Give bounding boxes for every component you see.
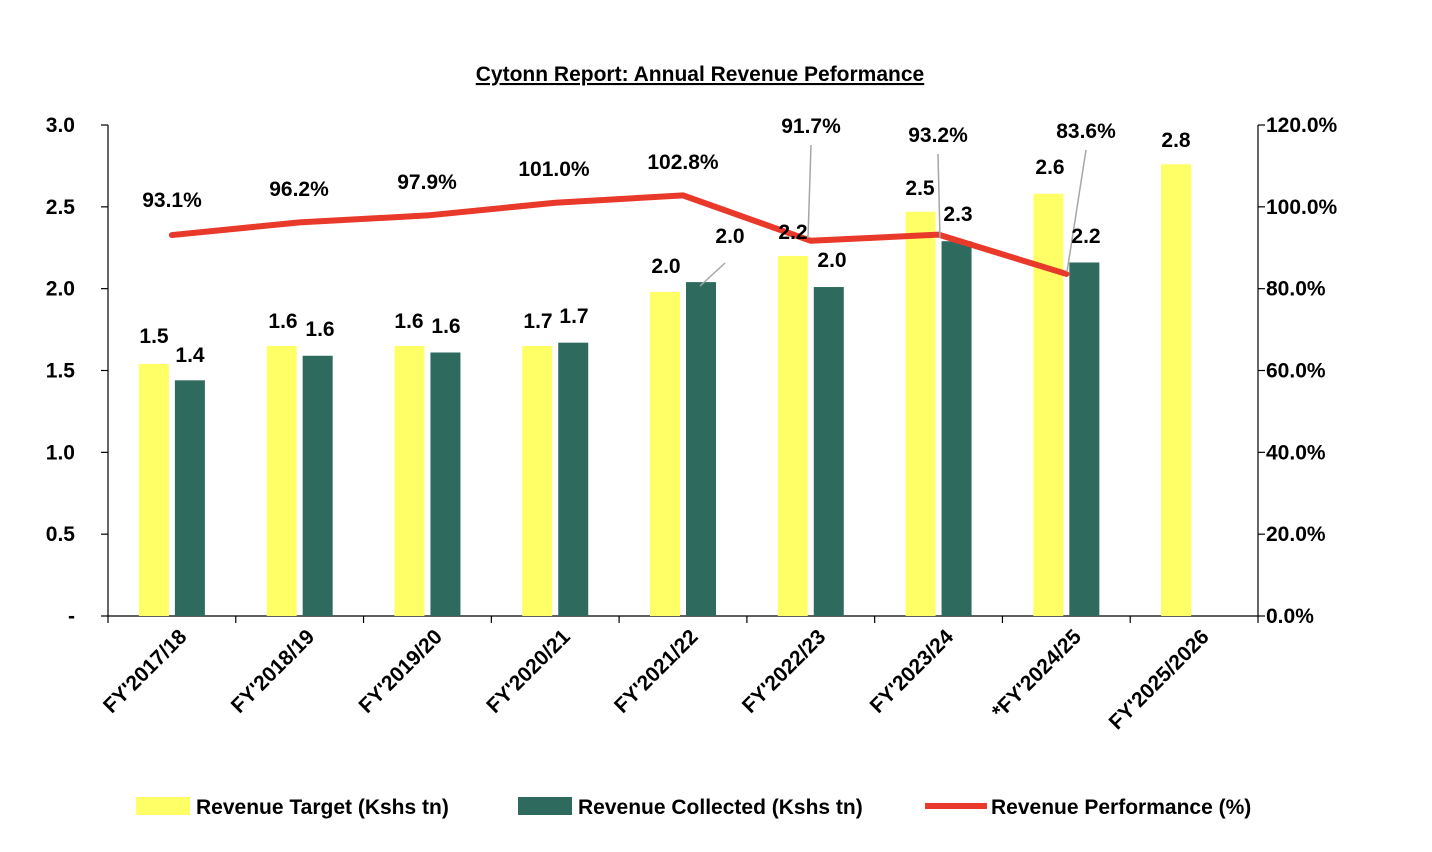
label-collected: 2.0 [817, 249, 846, 272]
label-collected: 1.6 [431, 315, 460, 338]
label-performance: 97.9% [397, 171, 457, 194]
y2-tick-label: 120.0% [1266, 114, 1338, 137]
label-collected: 1.4 [175, 344, 205, 367]
bars [138, 164, 1192, 617]
legend-label: Revenue Collected (Kshs tn) [578, 796, 863, 819]
bar-collected [430, 352, 461, 616]
label-target: 1.5 [139, 325, 169, 348]
bar-collected [686, 282, 716, 616]
label-performance: 93.2% [908, 124, 968, 147]
label-performance: 91.7% [781, 115, 841, 138]
label-target: 2.8 [1161, 129, 1191, 152]
bar-target [1033, 193, 1064, 617]
bar-target [1161, 164, 1192, 616]
y2-tick-label: 100.0% [1266, 196, 1338, 219]
data-labels: 1.5 1.4 93.1% 1.6 1.6 96.2% 1.6 1.6 97.9% 1.7 1.7 1… [139, 115, 1191, 367]
label-target: 1.7 [523, 310, 552, 333]
x-tick-label: FY'2019/20 [355, 625, 447, 717]
label-target: 1.6 [268, 310, 297, 333]
leader-line [807, 144, 812, 239]
label-target: 2.5 [905, 177, 935, 200]
x-tick-label: FY'2017/18 [99, 625, 192, 718]
legend: Revenue Target (Kshs tn) Revenue Collecte… [136, 796, 1251, 819]
y2-tick-label: 60.0% [1266, 360, 1326, 383]
label-target: 2.0 [651, 255, 680, 278]
chart-title: Cytonn Report: Annual Revenue Peformance [476, 63, 924, 86]
legend-label: Revenue Target (Kshs tn) [196, 796, 449, 819]
label-collected: 2.0 [715, 225, 744, 248]
bar-collected [558, 342, 589, 616]
y2-tick-label: 0.0% [1266, 605, 1314, 628]
bar-target [138, 363, 169, 616]
label-collected: 2.2 [1071, 225, 1100, 248]
bar-target [650, 291, 680, 616]
bar-target [522, 345, 553, 616]
performance-line-path [168, 192, 1070, 277]
bar-target [394, 345, 425, 616]
performance-line [168, 192, 1070, 277]
y2-tick-label: 80.0% [1266, 278, 1326, 301]
label-target: 2.6 [1035, 156, 1064, 179]
bar-collected [813, 287, 844, 616]
bar-collected [941, 241, 972, 616]
y-tick-label: 1.0 [46, 441, 75, 464]
x-tick-label: FY'2018/19 [227, 625, 319, 717]
label-target: 2.2 [778, 221, 807, 244]
bar-collected [302, 355, 333, 616]
y-tick-label: - [68, 605, 75, 628]
x-tick-label: FY'2022/23 [738, 625, 830, 717]
y-tick-label: 1.5 [46, 360, 76, 383]
x-tick-label: FY'2020/21 [482, 625, 575, 718]
label-performance: 102.8% [647, 151, 719, 174]
label-performance: 93.1% [142, 189, 202, 212]
x-tick-label: *FY'2024/25 [988, 625, 1086, 723]
bar-target [777, 255, 808, 616]
label-collected: 1.7 [559, 305, 588, 328]
y2-tick-label: 20.0% [1266, 523, 1326, 546]
bar-target [266, 345, 297, 616]
label-performance: 96.2% [269, 178, 329, 201]
y-tick-label: 2.5 [46, 196, 76, 219]
leader-line [699, 262, 726, 287]
y2-tick-label: 40.0% [1266, 441, 1326, 464]
x-tick-label: FY'2021/22 [610, 625, 702, 717]
y-tick-label: 2.0 [46, 278, 75, 301]
label-collected: 1.6 [305, 318, 334, 341]
label-collected: 2.3 [943, 203, 972, 226]
leader-line [1066, 149, 1087, 273]
label-performance: 83.6% [1056, 120, 1116, 143]
y-tick-label: 0.5 [46, 523, 76, 546]
x-tick-label: FY'2023/24 [866, 625, 959, 718]
legend-swatch [518, 797, 572, 815]
y-tick-label: 3.0 [46, 114, 75, 137]
bar-target [905, 211, 936, 616]
label-target: 1.6 [394, 310, 423, 333]
leader-line [937, 153, 941, 239]
legend-swatch [136, 797, 190, 815]
x-tick-label: FY'2025/2026 [1105, 625, 1214, 734]
bar-collected [1069, 262, 1100, 616]
label-performance: 101.0% [518, 158, 590, 181]
bar-collected [174, 380, 205, 616]
legend-label: Revenue Performance (%) [991, 796, 1251, 819]
